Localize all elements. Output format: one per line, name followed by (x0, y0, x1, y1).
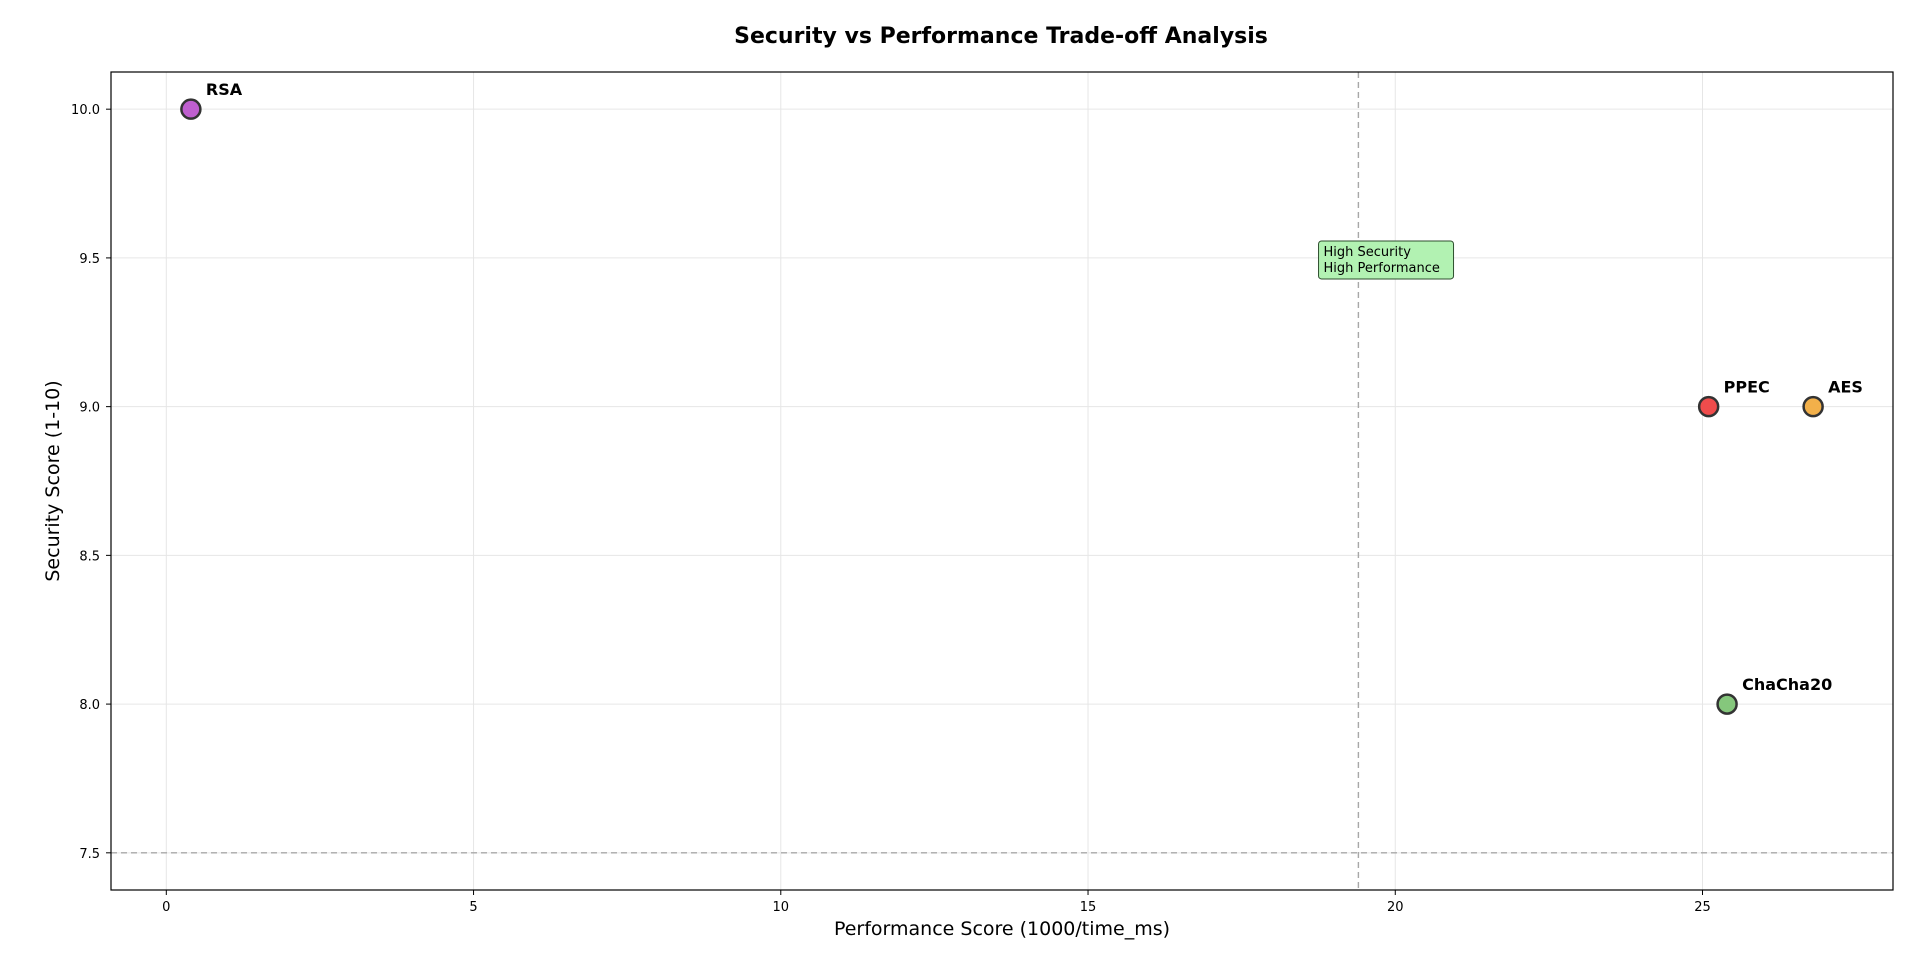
plot-area-border (110, 71, 1894, 891)
axis-ticks: 0 5 10 15 20 25 7.5 8.0 8.5 9.0 9.5 10.0 (71, 103, 1711, 915)
x-tick-label: 20 (1387, 900, 1404, 915)
y-tick-label: 9.5 (79, 252, 100, 267)
x-tick-label: 25 (1694, 900, 1711, 915)
y-tick-label: 8.5 (79, 549, 100, 564)
point-label-chacha20: ChaCha20 (1742, 675, 1832, 694)
annotation-text-line: High Security (1324, 245, 1412, 260)
y-axis-label: Security Score (1-10) (42, 380, 64, 581)
x-axis-label: Performance Score (1000/time_ms) (834, 918, 1170, 940)
reference-lines (111, 72, 1893, 890)
point-label-ppec: PPEC (1724, 378, 1770, 397)
chart-title: Security vs Performance Trade-off Analys… (734, 24, 1268, 49)
x-tick-label: 15 (1080, 900, 1097, 915)
y-tick-label: 9.0 (79, 401, 100, 416)
y-tick-label: 7.5 (79, 847, 100, 862)
x-tick-label: 10 (773, 900, 790, 915)
x-tick-label: 5 (469, 900, 477, 915)
grid-lines (111, 72, 1893, 890)
y-tick-label: 8.0 (79, 698, 100, 713)
data-point-chacha20 (1716, 693, 1738, 715)
data-point-aes (1802, 395, 1824, 418)
annotation-box (1318, 240, 1455, 280)
data-point-rsa (180, 98, 202, 120)
x-tick-label: 0 (162, 900, 170, 915)
y-tick-label: 10.0 (71, 103, 100, 118)
data-points: RSA PPEC AES ChaCha20 (180, 80, 1863, 715)
point-label-rsa: RSA (206, 80, 243, 99)
point-label-aes: AES (1828, 378, 1863, 397)
annotation-text-line: High Performance (1324, 261, 1440, 276)
data-point-ppec (1697, 395, 1720, 418)
